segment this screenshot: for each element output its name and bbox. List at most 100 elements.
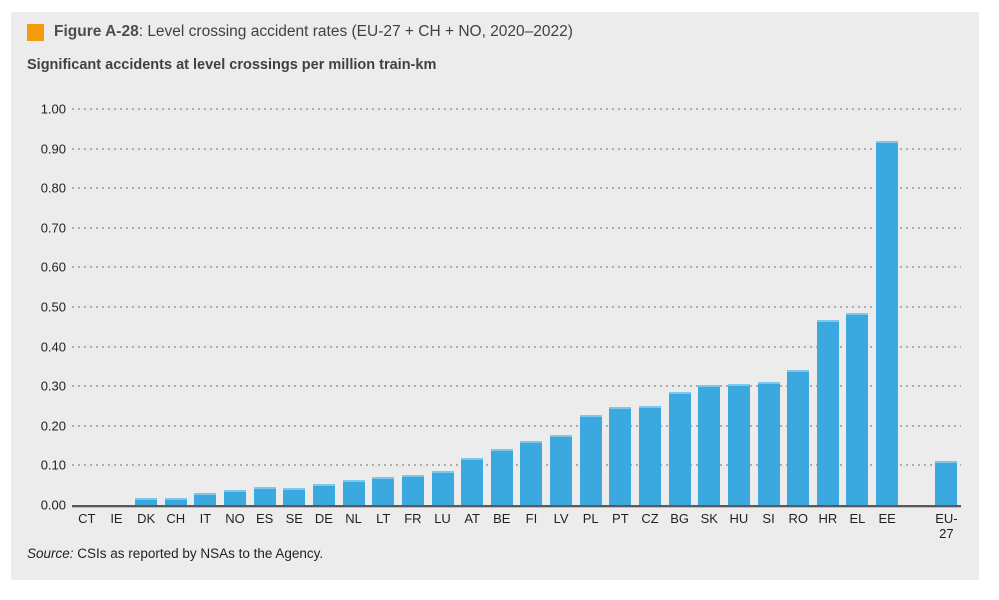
x-tick-label-sk: SK bbox=[700, 511, 718, 526]
gridline bbox=[72, 226, 961, 229]
gridline bbox=[72, 464, 961, 467]
bar-ro bbox=[787, 369, 810, 505]
bar-slot bbox=[487, 109, 517, 505]
y-tick-label: 0.60 bbox=[40, 259, 66, 275]
x-tick-label-cz: CZ bbox=[641, 511, 659, 526]
bar-slot bbox=[783, 109, 813, 505]
bar-be bbox=[490, 448, 513, 505]
y-tick-label: 0.30 bbox=[40, 378, 66, 394]
gridline bbox=[72, 266, 961, 269]
bar-slot bbox=[517, 109, 547, 505]
bar-hu bbox=[727, 383, 750, 505]
bar-slot bbox=[161, 109, 191, 505]
x-tick-label-lu: LU bbox=[434, 511, 451, 526]
gridline bbox=[72, 147, 961, 150]
bar-slot bbox=[813, 109, 843, 505]
x-tick-label-no: NO bbox=[225, 511, 245, 526]
y-tick-label: 0.00 bbox=[40, 497, 66, 513]
x-tick-label-ct: CT bbox=[78, 511, 96, 526]
x-tick-label-dk: DK bbox=[137, 511, 156, 526]
x-tick-label-pl: PL bbox=[582, 511, 599, 526]
bar-slot bbox=[72, 109, 102, 505]
bar-es bbox=[253, 486, 276, 505]
chart-subtitle: Significant accidents at level crossings… bbox=[27, 57, 437, 73]
bar-ee bbox=[876, 141, 899, 505]
bar-pt bbox=[609, 406, 632, 505]
bar-slot bbox=[665, 109, 695, 505]
y-tick-label: 0.70 bbox=[40, 220, 66, 236]
bar-slot bbox=[428, 109, 458, 505]
x-tick-label-fi: FI bbox=[525, 511, 538, 526]
bar-slot bbox=[635, 109, 665, 505]
bar-de bbox=[312, 484, 335, 505]
bar-si bbox=[757, 382, 780, 505]
bar-bg bbox=[668, 391, 691, 505]
bar-slot bbox=[309, 109, 339, 505]
bar-pl bbox=[579, 415, 602, 505]
figure-title-text: : Level crossing accident rates (EU-27 +… bbox=[138, 23, 573, 40]
y-axis-ticks: 0.00 0.10 0.20 0.30 0.40 0.50 0.60 0.70 0.80 0.90… bbox=[11, 103, 66, 512]
bar-lv bbox=[550, 434, 573, 505]
gridline bbox=[72, 187, 961, 190]
x-axis-line bbox=[72, 505, 961, 508]
x-tick-label-ie: IE bbox=[110, 511, 123, 526]
x-tick-label-es: ES bbox=[255, 511, 274, 526]
y-tick-label: 0.10 bbox=[40, 457, 66, 473]
figure-panel: Figure A-28: Level crossing accident rat… bbox=[11, 12, 979, 580]
y-tick-label: 0.20 bbox=[40, 418, 66, 434]
bar-lu bbox=[431, 470, 454, 505]
x-tick-label-ch: CH bbox=[166, 511, 186, 526]
bar-slot bbox=[398, 109, 428, 505]
bar-slot bbox=[606, 109, 636, 505]
bar-it bbox=[194, 493, 217, 505]
x-tick-label-ro: RO bbox=[788, 511, 808, 526]
bar-se bbox=[283, 487, 306, 505]
bar-fi bbox=[520, 441, 543, 505]
y-tick-label: 1.00 bbox=[40, 101, 66, 117]
gridline bbox=[72, 306, 961, 308]
gridline bbox=[72, 385, 961, 388]
bar-ch bbox=[164, 498, 187, 505]
x-tick-label-lv: LV bbox=[553, 511, 569, 526]
gridline bbox=[72, 108, 961, 110]
orange-bullet-icon bbox=[27, 23, 44, 41]
bar-slot bbox=[339, 109, 369, 505]
bar-sk bbox=[698, 385, 721, 505]
bar-slot bbox=[279, 109, 309, 505]
bar-gap bbox=[902, 109, 932, 505]
y-tick-label: 0.80 bbox=[40, 180, 66, 196]
bar-slot bbox=[191, 109, 221, 505]
bar-slot bbox=[843, 109, 873, 505]
figure-number: Figure A-28 bbox=[54, 23, 139, 40]
figure-title: Figure A-28: Level crossing accident rat… bbox=[54, 23, 573, 41]
x-tick-label-hr: HR bbox=[818, 511, 838, 526]
bar-slot bbox=[872, 109, 902, 505]
bar-no bbox=[224, 489, 247, 505]
x-axis-gap bbox=[902, 511, 932, 541]
x-tick-label-de: DE bbox=[314, 511, 333, 526]
source-text: CSIs as reported by NSAs to the Agency. bbox=[77, 546, 324, 561]
x-tick-label-ee: EE bbox=[878, 511, 896, 526]
bar-slot bbox=[694, 109, 724, 505]
bar-at bbox=[461, 458, 484, 505]
bar-dk bbox=[135, 497, 158, 505]
bars bbox=[72, 109, 961, 505]
bar-cz bbox=[638, 405, 661, 505]
x-tick-label-fr: FR bbox=[404, 511, 422, 526]
bar-slot bbox=[102, 109, 132, 505]
bar-hr bbox=[816, 320, 839, 505]
x-tick-label-be: BE bbox=[493, 511, 511, 526]
x-tick-label-pt: PT bbox=[612, 511, 629, 526]
x-tick-label-bg: BG bbox=[670, 511, 690, 526]
bar-nl bbox=[342, 479, 365, 505]
bar-slot bbox=[576, 109, 606, 505]
x-tick-label-it: IT bbox=[199, 511, 212, 526]
bar-el bbox=[846, 312, 869, 505]
bar-fr bbox=[401, 474, 424, 505]
x-axis-labels: CT IE DK CH IT NO ES SE DE NL LT FR LU AT BE FI LV PL PT CZ… bbox=[72, 511, 961, 541]
bar-lt bbox=[372, 477, 395, 505]
gridline bbox=[72, 424, 961, 427]
y-tick-label: 0.40 bbox=[40, 339, 66, 355]
x-tick-label-nl: NL bbox=[345, 511, 362, 526]
x-tick-label-el: EL bbox=[849, 511, 866, 526]
